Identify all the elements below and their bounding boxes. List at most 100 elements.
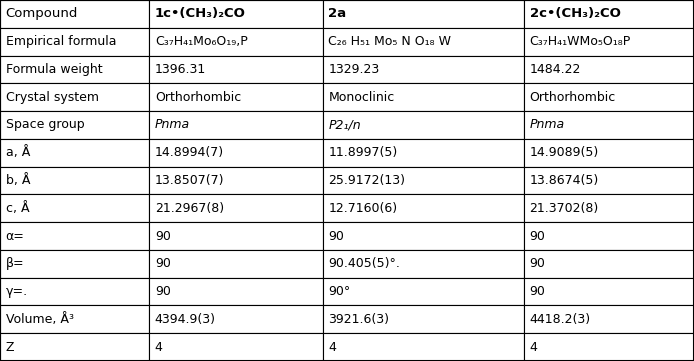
Text: 90°: 90° — [328, 285, 350, 298]
Bar — [149, 333, 323, 361]
Bar — [524, 139, 694, 167]
Text: C₂₆ H₅₁ Mo₅ N O₁₈ W: C₂₆ H₅₁ Mo₅ N O₁₈ W — [328, 35, 451, 48]
Text: 90: 90 — [530, 257, 545, 270]
Text: 90.405(5)°.: 90.405(5)°. — [328, 257, 400, 270]
Text: 4418.2(3): 4418.2(3) — [530, 313, 591, 326]
Bar — [0, 28, 149, 56]
Bar — [149, 28, 323, 56]
Text: 21.2967(8): 21.2967(8) — [155, 202, 224, 215]
Bar — [0, 167, 149, 194]
Bar — [149, 0, 323, 28]
Bar — [524, 250, 694, 278]
Text: Empirical formula: Empirical formula — [6, 35, 116, 48]
Bar — [0, 0, 149, 28]
Text: C₃₇H₄₁WMo₅O₁₈P: C₃₇H₄₁WMo₅O₁₈P — [530, 35, 631, 48]
Text: Formula weight: Formula weight — [6, 63, 102, 76]
Bar — [524, 83, 694, 111]
Bar — [323, 111, 524, 139]
Text: 13.8674(5): 13.8674(5) — [530, 174, 599, 187]
Text: Volume, Å³: Volume, Å³ — [6, 313, 74, 326]
Bar — [149, 56, 323, 83]
Bar — [323, 83, 524, 111]
Bar — [524, 167, 694, 194]
Bar — [323, 222, 524, 250]
Text: Orthorhombic: Orthorhombic — [155, 91, 241, 104]
Bar — [0, 56, 149, 83]
Text: Pnma: Pnma — [155, 118, 190, 131]
Bar — [149, 278, 323, 305]
Bar — [323, 333, 524, 361]
Text: Space group: Space group — [6, 118, 84, 131]
Bar — [323, 167, 524, 194]
Text: 1329.23: 1329.23 — [328, 63, 380, 76]
Bar — [0, 333, 149, 361]
Bar — [149, 111, 323, 139]
Bar — [323, 139, 524, 167]
Text: 4: 4 — [328, 341, 336, 354]
Text: 1396.31: 1396.31 — [155, 63, 206, 76]
Text: 90: 90 — [155, 257, 171, 270]
Bar — [149, 167, 323, 194]
Bar — [524, 222, 694, 250]
Bar — [0, 222, 149, 250]
Text: α=: α= — [6, 230, 24, 243]
Bar — [0, 139, 149, 167]
Bar — [323, 56, 524, 83]
Bar — [524, 111, 694, 139]
Bar — [524, 56, 694, 83]
Bar — [323, 0, 524, 28]
Text: γ=.: γ=. — [6, 285, 28, 298]
Text: β=: β= — [6, 257, 24, 270]
Text: Compound: Compound — [6, 7, 78, 20]
Bar — [149, 305, 323, 333]
Bar — [524, 305, 694, 333]
Bar — [524, 333, 694, 361]
Bar — [149, 83, 323, 111]
Text: 4394.9(3): 4394.9(3) — [155, 313, 216, 326]
Bar — [0, 278, 149, 305]
Text: 90: 90 — [155, 285, 171, 298]
Bar — [0, 250, 149, 278]
Text: 90: 90 — [155, 230, 171, 243]
Bar — [524, 278, 694, 305]
Text: 25.9172(13): 25.9172(13) — [328, 174, 405, 187]
Text: 90: 90 — [530, 285, 545, 298]
Text: C₃₇H₄₁Mo₆O₁₉,P: C₃₇H₄₁Mo₆O₁₉,P — [155, 35, 248, 48]
Text: a, Å: a, Å — [6, 146, 30, 159]
Text: 90: 90 — [328, 230, 344, 243]
Bar — [0, 83, 149, 111]
Text: c, Å: c, Å — [6, 202, 29, 215]
Bar — [0, 111, 149, 139]
Text: b, Å: b, Å — [6, 174, 30, 187]
Text: 2c•(CH₃)₂CO: 2c•(CH₃)₂CO — [530, 7, 620, 20]
Bar — [149, 250, 323, 278]
Text: 14.8994(7): 14.8994(7) — [155, 146, 224, 159]
Bar — [323, 250, 524, 278]
Bar — [524, 0, 694, 28]
Text: Z: Z — [6, 341, 14, 354]
Text: Pnma: Pnma — [530, 118, 565, 131]
Text: Crystal system: Crystal system — [6, 91, 99, 104]
Text: 14.9089(5): 14.9089(5) — [530, 146, 599, 159]
Text: 90: 90 — [530, 230, 545, 243]
Bar — [149, 194, 323, 222]
Text: 21.3702(8): 21.3702(8) — [530, 202, 599, 215]
Bar — [524, 28, 694, 56]
Bar — [0, 305, 149, 333]
Text: 1484.22: 1484.22 — [530, 63, 581, 76]
Bar — [0, 194, 149, 222]
Bar — [524, 194, 694, 222]
Bar — [149, 222, 323, 250]
Text: 13.8507(7): 13.8507(7) — [155, 174, 224, 187]
Text: 2a: 2a — [328, 7, 346, 20]
Bar — [323, 305, 524, 333]
Bar — [149, 139, 323, 167]
Text: P2₁/n: P2₁/n — [328, 118, 361, 131]
Text: 11.8997(5): 11.8997(5) — [328, 146, 398, 159]
Bar — [323, 28, 524, 56]
Text: 3921.6(3): 3921.6(3) — [328, 313, 389, 326]
Text: 1c•(CH₃)₂CO: 1c•(CH₃)₂CO — [155, 7, 246, 20]
Bar — [323, 278, 524, 305]
Bar — [323, 194, 524, 222]
Text: Monoclinic: Monoclinic — [328, 91, 394, 104]
